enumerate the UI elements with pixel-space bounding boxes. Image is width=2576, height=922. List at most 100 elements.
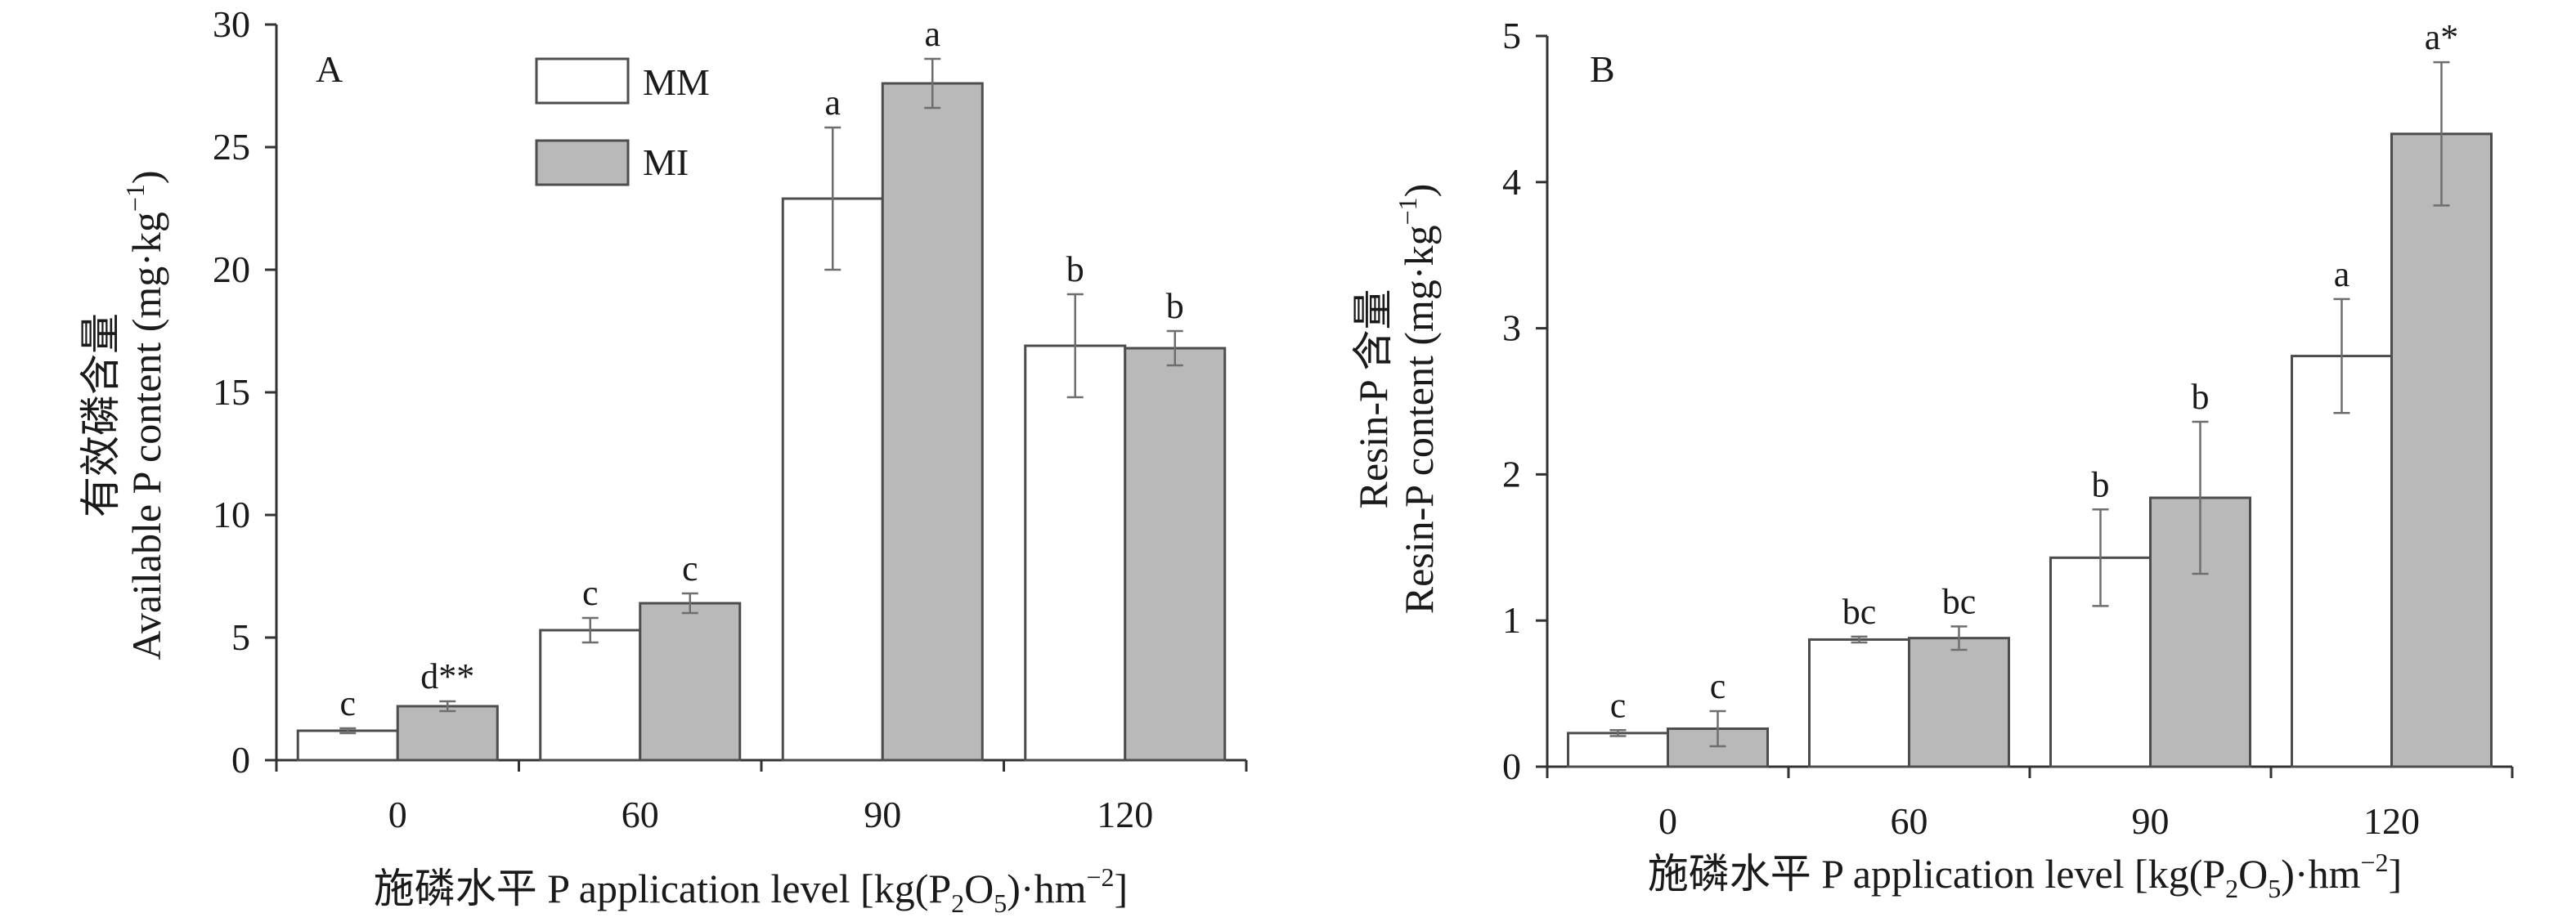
bar-mi [881,82,984,762]
y-axis-title-sup: −1 [120,184,150,212]
x-tick-label: 60 [1891,800,1928,842]
y-axis-title: Resin-P 含量 Resin-P content (mg·kg−1) [1350,184,1442,615]
y-axis-title-line2: Resin-P content (mg·kg−1) [1393,184,1442,615]
significance-labels: c c a b d** c a b [339,14,1183,723]
x-ticks: 0 60 90 120 [275,760,1248,835]
bar-mm [781,197,884,762]
bar-mm [539,629,642,762]
significance-label-mm: c [1610,685,1627,725]
y-tick-label: 0 [1502,745,1521,787]
x-axis-title: 施磷水平 P application level [kg(P2O5)·hm−2] [1648,848,2402,903]
x-axis-title-text: P application level [kg(P [547,866,951,911]
x-axis-title-sub2: 5 [994,888,1007,918]
y-ticks: 0 1 2 3 4 5 [1502,15,1547,787]
x-axis-title-cn: 施磷水平 [1648,851,1811,897]
legend-label-mi: MI [643,141,689,183]
y-axis-title-line1: Resin-P 含量 [1350,289,1396,509]
y-axis-title-end: ) [1396,184,1442,198]
x-axis-title-text: P application level [kg(P [1821,851,2225,897]
y-tick-label: 2 [1502,453,1521,495]
significance-label-mi: d** [420,656,474,696]
y-tick-label: 0 [231,739,250,781]
significance-label-mm: a [2334,254,2350,294]
x-axis-title-close: ] [2389,851,2403,897]
bars [1567,132,2493,768]
significance-labels: c bc b a c bc b a* [1610,17,2459,725]
y-tick-label: 20 [213,248,250,290]
y-axis-title-cn: 有效磷含量 [78,313,123,517]
y-tick-label: 15 [213,371,250,413]
y-axis-title-sup: −1 [1393,197,1422,225]
significance-label-mi: bc [1942,581,1977,621]
y-axis-title: 有效磷含量 Available P content (mg·kg−1) [78,170,169,660]
x-axis-title-end: )·hm [1007,866,1086,911]
y-axis-title-text: Available P content (mg·kg [123,212,169,660]
bar-mi [2390,132,2493,768]
x-axis-title-mid: O [2238,851,2268,897]
y-tick-label: 5 [1502,15,1521,56]
legend-label-mm: MM [643,61,710,103]
panel-label: A [316,48,343,90]
y-axis-title-end: ) [123,170,169,184]
bar-mm [1024,344,1127,762]
error-bars [339,57,1183,735]
significance-label-mi: c [1710,666,1726,706]
bars [296,82,1227,762]
x-tick-label: 0 [388,794,407,835]
x-tick-label: 0 [1658,800,1677,842]
x-axis-title-sub2: 5 [2268,874,2281,903]
x-tick-label: 90 [864,794,901,835]
bar-mm [2291,355,2393,768]
bar-mi [1124,347,1227,762]
x-axis-title-mid: O [964,866,994,911]
significance-label-mm: b [1066,249,1084,289]
significance-label-mi: c [682,548,698,589]
x-axis-title-space [537,866,548,911]
x-tick-label: 90 [2132,800,2170,842]
y-ticks: 0 5 10 15 20 25 30 [213,3,276,781]
y-axis-title-en: Available P content (mg·kg−1) [120,170,169,660]
x-ticks: 0 60 90 120 [1546,767,2514,842]
significance-label-mi: a* [2425,17,2459,57]
bar-mm [296,729,399,762]
bar-mi [639,602,742,762]
x-axis-title-sub1: 2 [2225,874,2238,903]
y-axis-title-text: Resin-P content (mg·kg [1396,225,1442,614]
chart-panel-a: 有效磷含量 Available P content (mg·kg−1) 0 5 10… [78,3,1248,918]
bar-mm [1567,732,1669,768]
bar-mi [1908,637,2010,768]
chart-panel-b: Resin-P 含量 Resin-P content (mg·kg−1) 012… [1350,15,2514,903]
y-tick-label: 10 [213,494,250,535]
x-axis-title-end: )·hm [2281,851,2360,897]
y-tick-label: 1 [1502,599,1521,641]
bar-mm [1808,638,1910,768]
x-axis-title-space [1811,851,1822,897]
significance-label-mm: a [824,83,841,123]
legend-swatch-mi [535,139,630,186]
significance-label-mi: b [2192,377,2210,417]
y-tick-label: 3 [1502,307,1521,349]
legend: MM MI [535,57,710,186]
significance-label-mm: c [339,683,356,723]
legend-swatch-mm [535,57,630,105]
bar-mi [396,705,499,762]
y-tick-label: 25 [213,126,250,168]
significance-label-mm: c [582,573,599,613]
y-tick-label: 5 [231,616,250,658]
error-bars [1609,60,2450,748]
x-axis-title-sub1: 2 [951,888,964,918]
x-tick-label: 120 [1097,794,1153,835]
y-tick-label: 4 [1502,161,1521,203]
x-axis-title-sup: −2 [1086,862,1114,892]
significance-label-mi: a [924,14,940,54]
significance-label-mm: bc [1842,592,1877,632]
x-axis-title-cn: 施磷水平 [374,866,537,911]
x-tick-label: 120 [2363,800,2420,842]
y-tick-label: 30 [213,3,250,45]
panel-label: B [1590,48,1615,90]
x-axis-title-close: ] [1115,866,1129,911]
significance-label-mm: b [2092,464,2110,504]
x-axis-title: 施磷水平 P application level [kg(P2O5)·hm−2] [374,862,1128,918]
significance-label-mi: b [1166,286,1184,326]
